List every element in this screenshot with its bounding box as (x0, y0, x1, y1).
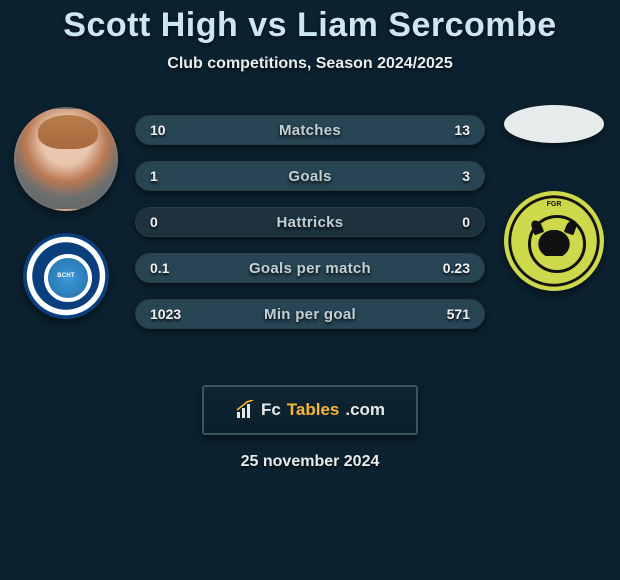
stat-row: 00Hattricks (135, 207, 485, 237)
brand-com: .com (345, 400, 385, 420)
left-club-badge-label: BCHT (23, 273, 109, 279)
left-club-badge: BCHT (23, 233, 109, 319)
stat-label: Min per goal (136, 300, 484, 328)
brand-tables: Tables (287, 400, 340, 420)
bull-icon (534, 226, 574, 256)
page-title: Scott High vs Liam Sercombe (0, 0, 620, 45)
left-player-avatar (14, 107, 118, 211)
right-player-avatar (504, 105, 604, 143)
chart-icon (235, 400, 255, 420)
right-player-column: FGR (494, 101, 614, 361)
comparison-bars: 1013Matches 13Goals 00Hattricks 0.10.23Goal… (135, 115, 485, 345)
stat-label: Goals (136, 162, 484, 190)
stat-row: 13Goals (135, 161, 485, 191)
stat-label: Goals per match (136, 254, 484, 282)
left-player-column: BCHT (6, 101, 126, 361)
snapshot-date: 25 november 2024 (0, 453, 620, 471)
comparison-content: BCHT FGR 1013Matches 13Goals 00Hattricks 0.… (0, 101, 620, 361)
branding-box: Fc Tables.com (202, 385, 418, 435)
right-club-badge: FGR (504, 191, 604, 291)
stat-label: Matches (136, 116, 484, 144)
stat-row: 1013Matches (135, 115, 485, 145)
page-subtitle: Club competitions, Season 2024/2025 (0, 55, 620, 73)
brand-fc: Fc (261, 400, 281, 420)
stat-label: Hattricks (136, 208, 484, 236)
stat-row: 1023571Min per goal (135, 299, 485, 329)
right-club-badge-label: FGR (504, 201, 604, 208)
stat-row: 0.10.23Goals per match (135, 253, 485, 283)
